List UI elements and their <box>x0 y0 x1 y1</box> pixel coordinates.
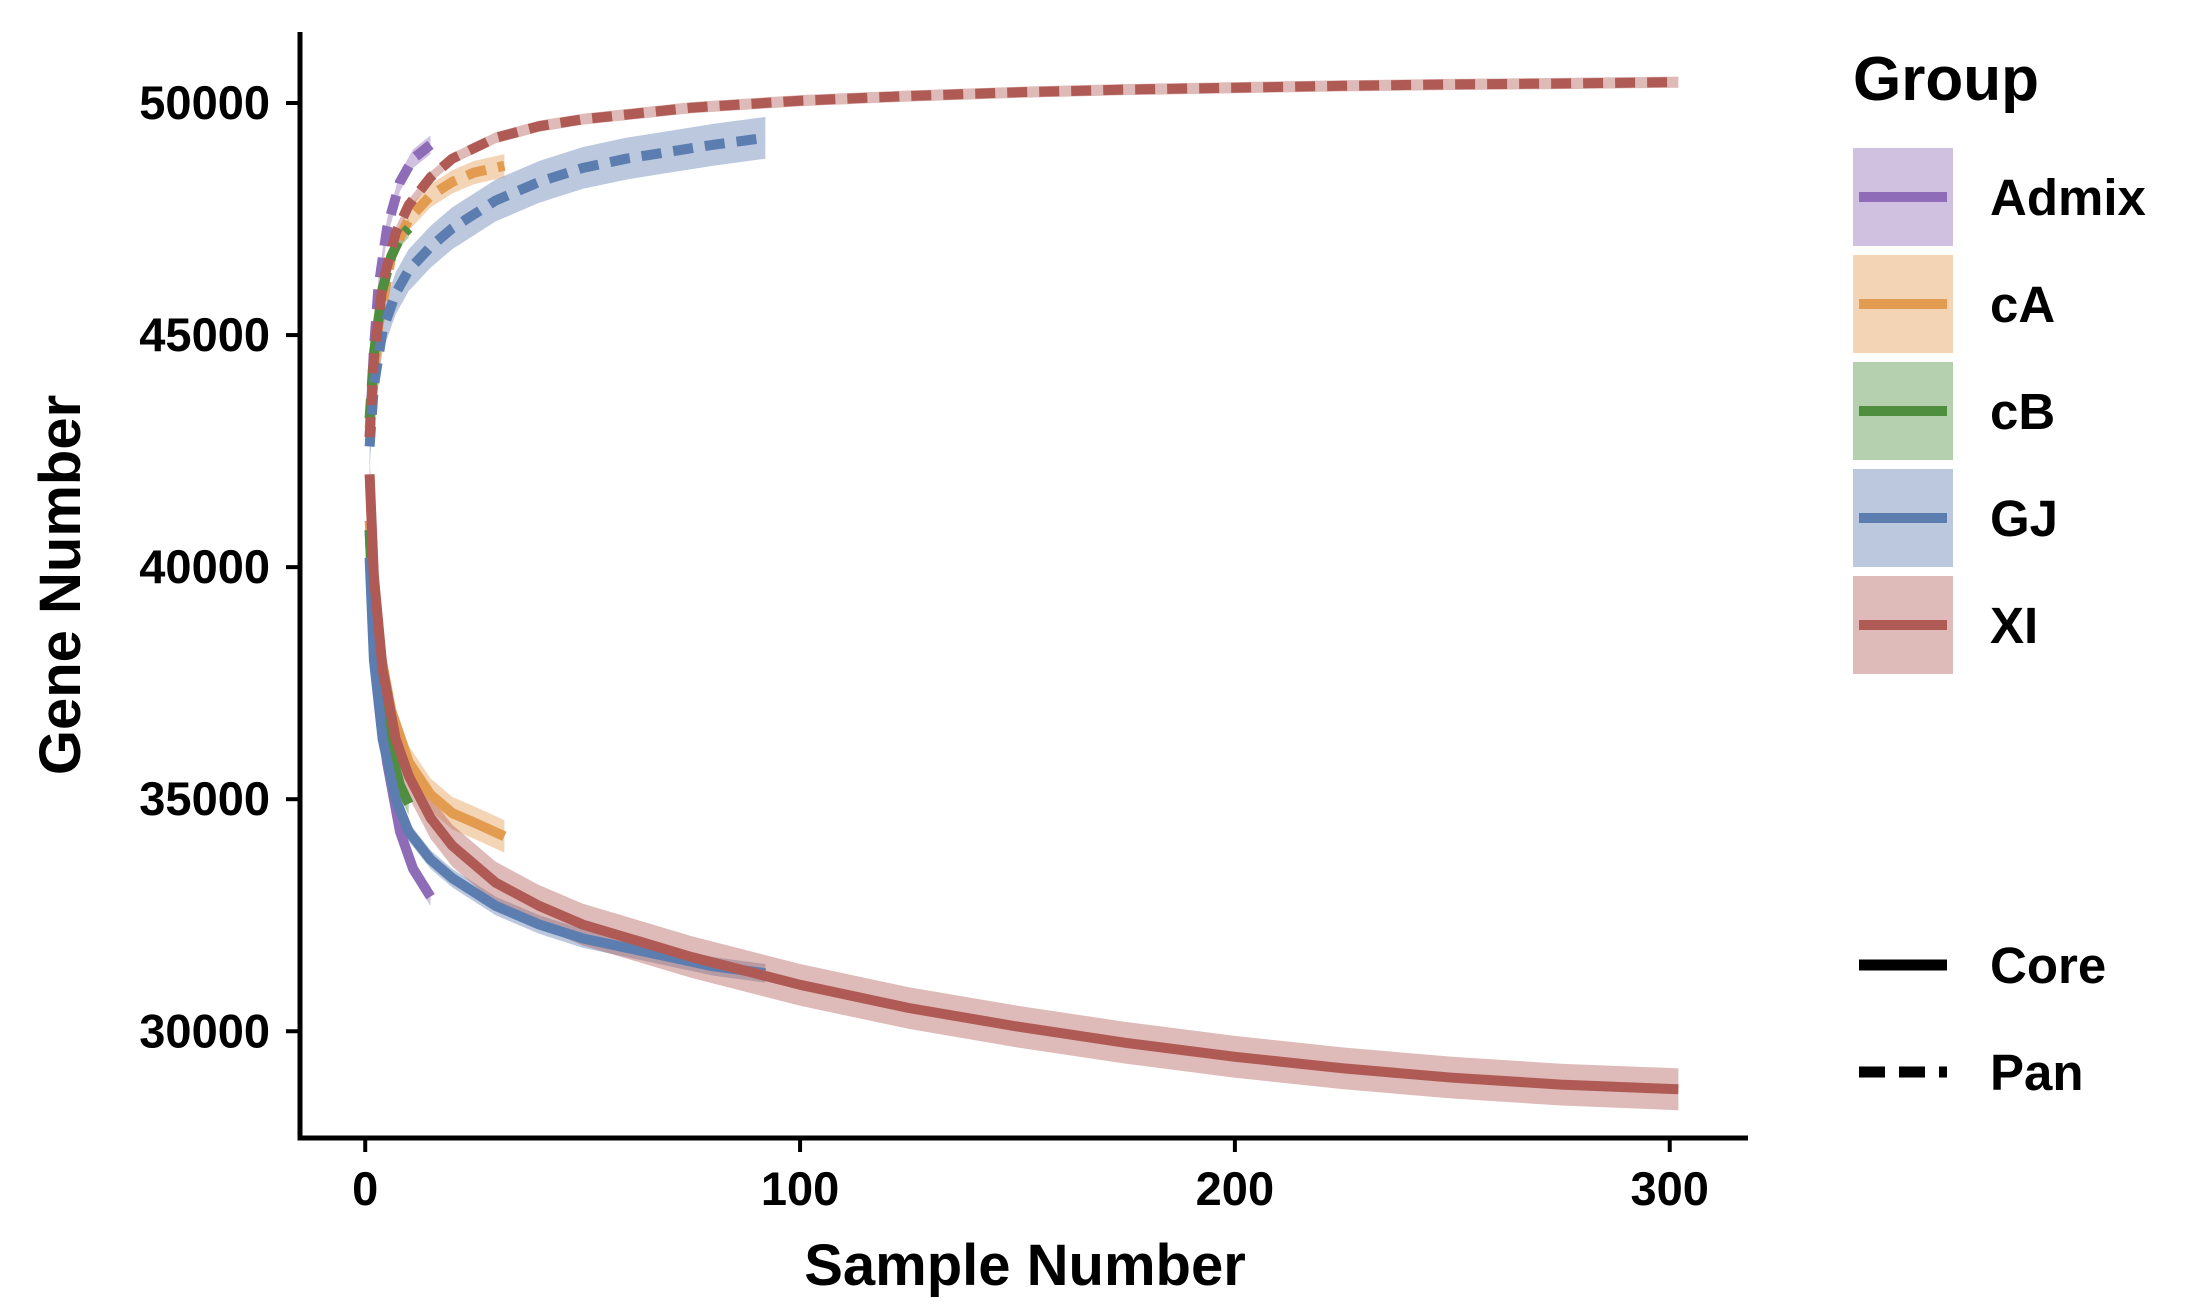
legend-entry-core: Core <box>1859 937 2106 994</box>
legend-label: cA <box>1990 276 2055 333</box>
y-axis-title: Gene Number <box>28 395 93 775</box>
legend-label: Admix <box>1990 169 2146 226</box>
legend-entry-pan: Pan <box>1859 1044 2084 1101</box>
y-tick-label: 40000 <box>139 540 270 593</box>
y-ticks: 30000 35000 40000 45000 50000 <box>139 76 300 1057</box>
legend-label: cB <box>1990 383 2055 440</box>
x-tick-label: 200 <box>1196 1162 1274 1215</box>
series-lines <box>364 77 1679 1095</box>
band-gj-pan <box>369 116 766 468</box>
line-gj-core <box>364 557 766 979</box>
legend-entry-admix: Admix <box>1853 148 2146 246</box>
band-xi-pan <box>369 76 1679 443</box>
band-xi-core <box>369 453 1679 1111</box>
legend-label: GJ <box>1990 490 2058 547</box>
y-tick-label: 30000 <box>139 1004 270 1057</box>
x-tick-label: 0 <box>352 1162 378 1215</box>
legend-label: XI <box>1990 597 2038 654</box>
legend-label: Core <box>1990 937 2106 994</box>
legend-entry-cb: cB <box>1853 362 2055 460</box>
legend-group-entries: Admix cA cB GJ XI <box>1853 148 2146 674</box>
legend-entry-xi: XI <box>1853 576 2038 674</box>
x-tick-label: 300 <box>1631 1162 1709 1215</box>
legend-title: Group <box>1853 45 2039 114</box>
x-ticks: 0 100 200 300 <box>352 1138 1709 1215</box>
legend-linetype-entries: Core Pan <box>1859 937 2106 1101</box>
y-tick-label: 35000 <box>139 772 270 825</box>
line-admix-pan <box>364 140 434 438</box>
confidence-bands <box>369 76 1679 1111</box>
legend-entry-gj: GJ <box>1853 469 2058 567</box>
y-tick-label: 45000 <box>139 308 270 361</box>
line-xi-pan <box>364 77 1679 438</box>
legend-label: Pan <box>1990 1044 2084 1101</box>
legend-entry-ca: cA <box>1853 255 2055 353</box>
line-gj-pan <box>364 132 766 447</box>
line-xi-core <box>364 474 1679 1095</box>
band-ca-core <box>369 504 505 853</box>
y-tick-label: 50000 <box>139 76 270 129</box>
x-tick-label: 100 <box>761 1162 839 1215</box>
legend: Group Admix cA cB GJ XI Core Pan <box>1853 45 2146 1101</box>
x-axis-title: Sample Number <box>804 1233 1246 1298</box>
axes <box>297 32 1748 1141</box>
